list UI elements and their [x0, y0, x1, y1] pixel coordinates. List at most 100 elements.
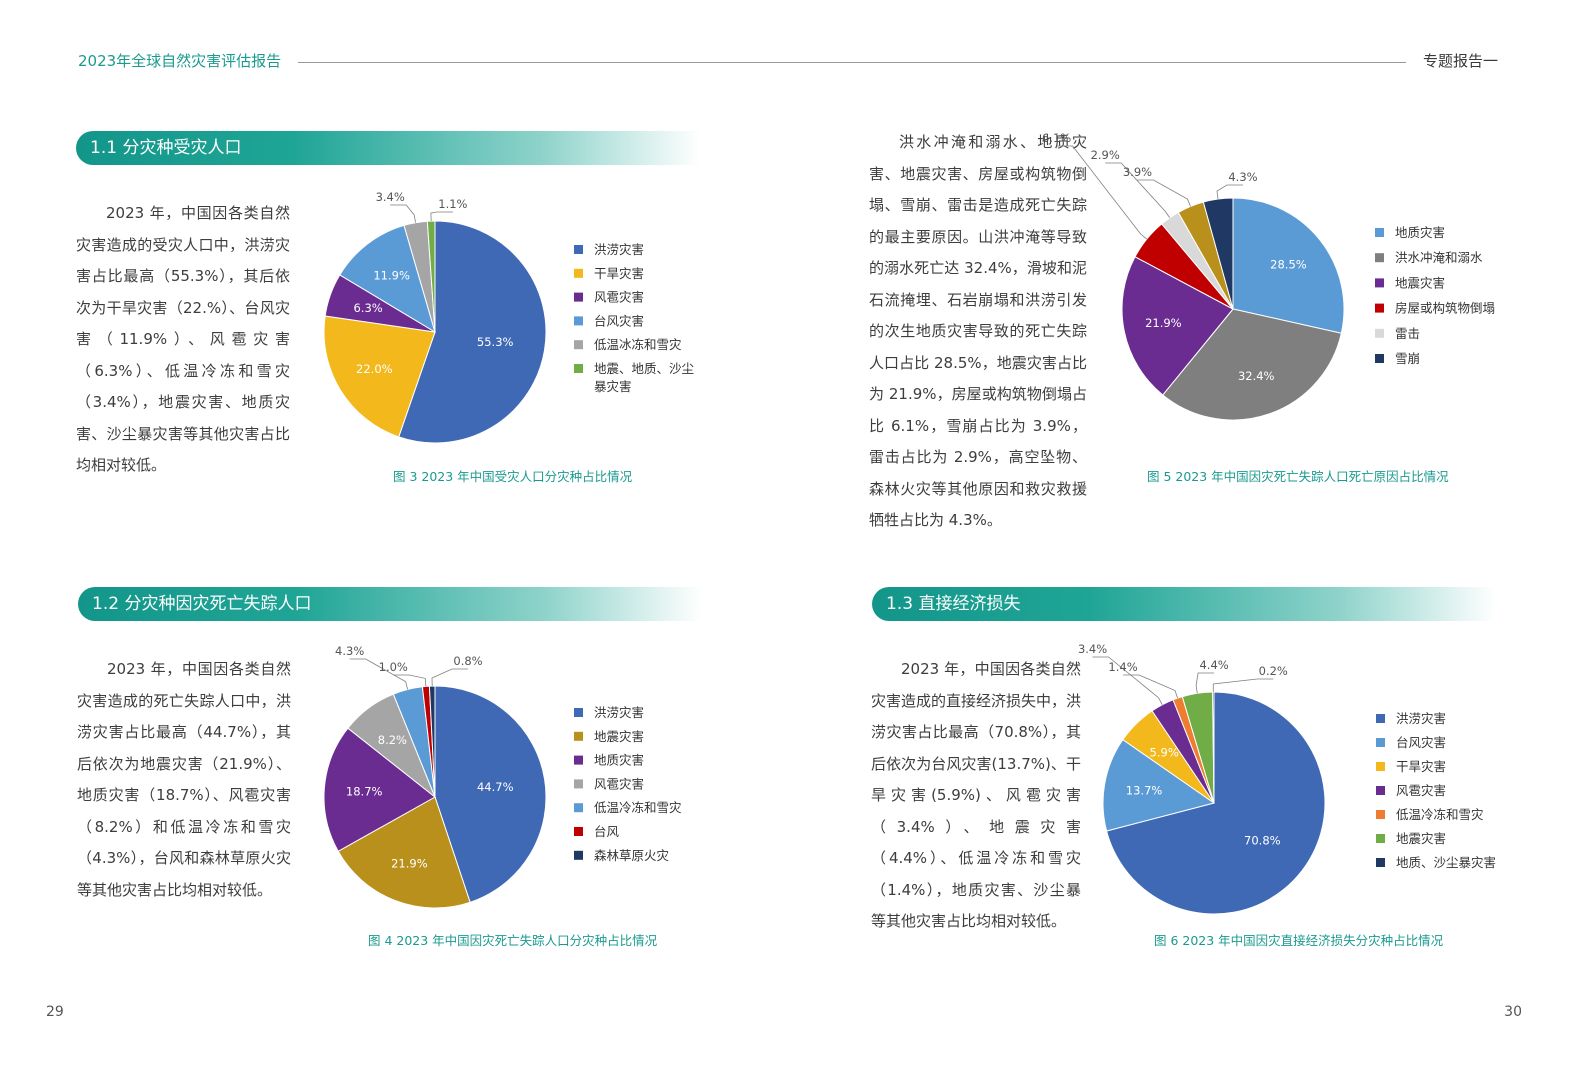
figure-caption-4: 图 4 2023 年中国因灾死亡失踪人口分灾种占比情况: [368, 933, 658, 948]
legend-swatch: [1375, 228, 1384, 237]
pie-slice: [1105, 691, 1326, 915]
legend-label: 地震灾害: [1396, 831, 1446, 846]
legend-label: 地质灾害: [594, 753, 644, 768]
figure-caption-6: 图 6 2023 年中国因灾直接经济损失分灾种占比情况: [1154, 933, 1444, 948]
legend-swatch: [574, 340, 583, 350]
legend-label: 风雹灾害: [594, 290, 644, 305]
data-label: 4.3%: [335, 644, 364, 658]
legend-label: 森林草原火灾: [594, 848, 670, 863]
legend-label: 雪崩: [1395, 351, 1420, 366]
legend-swatch: [574, 268, 583, 278]
data-label: 6.3%: [353, 301, 382, 315]
pie-chart-fig6: 70.8% 13.7% 5.9% 3.4%1.4% 4.4% 0.2% 洪涝灾害台风灾害干旱…: [1078, 642, 1496, 915]
legend-swatch: [574, 364, 583, 373]
section-heading-1-1: 1.1 分灾种受灾人口: [76, 131, 700, 165]
legend-label: 干旱灾害: [594, 266, 644, 281]
legend-label: 洪水冲淹和溺水: [1395, 250, 1483, 265]
figure-caption-5: 图 5 2023 年中国因灾死亡失踪人口死亡原因占比情况: [1147, 469, 1449, 484]
data-label: 1.1%: [438, 197, 467, 211]
data-label: 3.4%: [1078, 642, 1107, 656]
legend-label: 干旱灾害: [1396, 759, 1446, 774]
data-label: 1.0%: [379, 660, 408, 674]
legend-label: 洪涝灾害: [594, 705, 644, 720]
legend-label: 台风灾害: [1396, 735, 1446, 750]
legend-label: 台风: [594, 824, 620, 839]
data-label: 1.4%: [1108, 660, 1137, 674]
legend-swatch: [1375, 328, 1384, 338]
report-title: 2023年全球自然灾害评估报告: [78, 52, 282, 70]
leader-line: [1123, 674, 1179, 699]
legend-label: 地震、地质、沙尘暴灾害: [594, 361, 694, 394]
pie-chart-fig5: 28.5% 32.4% 21.9% 6.1% 2.9%3.9% 4.3% 地质灾害洪水冲淹和…: [1042, 131, 1495, 421]
legend-swatch: [1376, 762, 1385, 771]
pie-slice: [398, 220, 547, 444]
data-label: 4.4%: [1199, 658, 1228, 672]
legend-swatch: [1376, 786, 1385, 795]
leader-line: [1195, 672, 1215, 694]
pie-slice: [1202, 197, 1234, 310]
legend-swatch: [1375, 354, 1384, 363]
data-label: 44.7%: [477, 780, 514, 794]
legend-swatch: [574, 731, 583, 741]
data-label: 0.2%: [1259, 664, 1288, 678]
legend-swatch: [1376, 858, 1385, 867]
pie-slice: [337, 796, 471, 909]
data-label: 6.1%: [1042, 131, 1071, 145]
header-rule: [298, 62, 1406, 63]
figure-caption-3: 图 3 2023 年中国受灾人口分灾种占比情况: [393, 469, 633, 484]
leader-line: [431, 668, 468, 687]
data-label: 21.9%: [1145, 316, 1182, 330]
data-label: 32.4%: [1238, 369, 1275, 383]
data-label: 21.9%: [391, 856, 428, 870]
legend-label: 地质灾害: [1395, 225, 1445, 240]
legend-label: 房屋或构筑物倒塌: [1395, 301, 1495, 316]
leader-line: [349, 658, 409, 690]
legend-label: 台风灾害: [594, 313, 644, 328]
data-label: 11.9%: [373, 269, 410, 283]
legend-swatch: [574, 803, 583, 813]
data-label: 5.9%: [1150, 745, 1179, 759]
page-number-right: 30: [1504, 1004, 1522, 1020]
legend-swatch: [574, 755, 583, 765]
leader-line: [393, 674, 427, 687]
pie-slice: [1162, 308, 1342, 421]
leader-line: [390, 204, 416, 223]
leader-line: [1216, 184, 1243, 200]
legend-label: 风雹灾害: [1396, 783, 1446, 798]
data-label: 8.2%: [378, 733, 407, 747]
legend-label: 低温冷冻和雪灾: [1396, 807, 1484, 822]
pie-slice: [323, 727, 436, 852]
leader-line: [1137, 179, 1191, 207]
legend-label: 地质、沙尘暴灾害: [1396, 855, 1496, 870]
legend-swatch: [574, 316, 583, 326]
legend-swatch: [1375, 303, 1384, 313]
data-label: 28.5%: [1270, 258, 1307, 272]
legend-swatch: [574, 245, 583, 254]
pie-slice: [339, 224, 436, 334]
data-label: 2.9%: [1091, 148, 1120, 162]
data-label: 3.4%: [376, 190, 405, 204]
pie-slice: [434, 685, 547, 903]
legend-swatch: [1376, 810, 1385, 819]
leader-line: [1092, 656, 1163, 705]
legend-swatch: [1376, 714, 1385, 723]
legend-swatch: [574, 708, 583, 717]
data-label: 3.9%: [1123, 165, 1152, 179]
paragraph-affected-population: 2023 年，中国因各类自然灾害造成的受灾人口中，洪涝灾害占比最高（55.3%）…: [76, 204, 290, 474]
page-number-left: 29: [46, 1004, 64, 1020]
paragraph-economic-loss: 2023 年，中国因各类自然灾害造成的直接经济损失中，洪涝灾害占比最高（70.8…: [871, 660, 1082, 930]
leader-line: [1056, 145, 1148, 240]
section-heading-1-3: 1.3 直接经济损失: [872, 587, 1496, 621]
pie-chart-fig4: 44.7% 21.9% 18.7% 8.2% 4.3% 1.0% 0.8% 洪涝灾害地震灾害地…: [323, 644, 682, 909]
legend-swatch: [574, 292, 583, 302]
data-label: 18.7%: [346, 784, 383, 798]
legend-swatch: [574, 827, 583, 836]
section-heading-1-2: 1.2 分灾种因灾死亡失踪人口: [78, 587, 702, 621]
data-label: 55.3%: [477, 335, 514, 349]
leader-line: [1105, 162, 1171, 219]
legend-label: 洪涝灾害: [1396, 711, 1446, 726]
leader-line: [430, 211, 453, 222]
data-label: 0.8%: [453, 654, 482, 668]
paragraph-death-missing: 2023 年，中国因各类自然灾害造成的死亡失踪人口中，洪涝灾害占比最高（44.7…: [77, 660, 291, 899]
pie-slice: [1232, 197, 1345, 334]
